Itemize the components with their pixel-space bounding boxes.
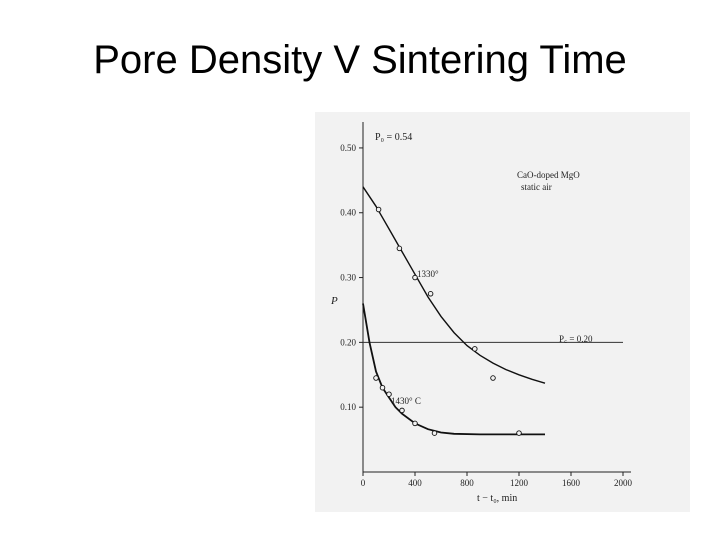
data-point [373, 375, 379, 381]
data-point [412, 274, 418, 281]
data-point [379, 384, 386, 391]
x-tick-label: 1200 [510, 478, 529, 488]
y-tick-label: 0.30 [340, 273, 356, 283]
annotation-material-line1: CaO-doped MgO [517, 170, 580, 180]
slide-title: Pore Density V Sintering Time [93, 38, 627, 82]
y-tick-label: 0.20 [340, 337, 356, 347]
data-point [386, 391, 392, 397]
data-point [472, 346, 478, 352]
annotation-pc: P꜀ = 0.20 [559, 334, 593, 344]
annotation-material-line2: static air [521, 182, 552, 192]
data-point [396, 245, 403, 252]
y-tick-label: 0.40 [340, 208, 356, 218]
series-line-2 [362, 303, 545, 436]
x-axis: 0 400 800 1200 1600 2000 [361, 472, 633, 488]
y-tick-label: 0.10 [340, 402, 356, 412]
x-tick-label: 1600 [562, 478, 581, 488]
label-1430: 1430° C [391, 396, 421, 406]
y-tick-label: 0.50 [340, 143, 356, 153]
x-tick-label: 800 [460, 478, 474, 488]
y-axis: 0.10 0.20 0.30 0.40 0.50 [340, 143, 363, 412]
chart-svg: 0.10 0.20 0.30 0.40 0.50 0 400 800 1200 1600 2000… [330, 122, 633, 504]
data-point [431, 430, 438, 436]
x-tick-label: 400 [408, 478, 422, 488]
plot-frame [362, 122, 631, 473]
data-point [399, 407, 405, 414]
data-point [516, 430, 522, 436]
data-point [490, 375, 496, 381]
data-point [375, 206, 382, 213]
data-point [427, 291, 434, 297]
x-axis-label: t − t₀, min [477, 493, 517, 504]
x-tick-label: 0 [361, 478, 366, 488]
y-axis-label: P [330, 295, 338, 307]
x-tick-label: 2000 [614, 478, 633, 488]
series-group [362, 186, 546, 436]
annotation-p0: P₀ = 0.54 [375, 132, 412, 143]
series-line-1 [362, 186, 546, 384]
label-1330: 1330° [417, 269, 439, 279]
chart-figure: 0.10 0.20 0.30 0.40 0.50 0 400 800 1200 1600 2000… [315, 112, 690, 512]
data-point [412, 420, 418, 427]
